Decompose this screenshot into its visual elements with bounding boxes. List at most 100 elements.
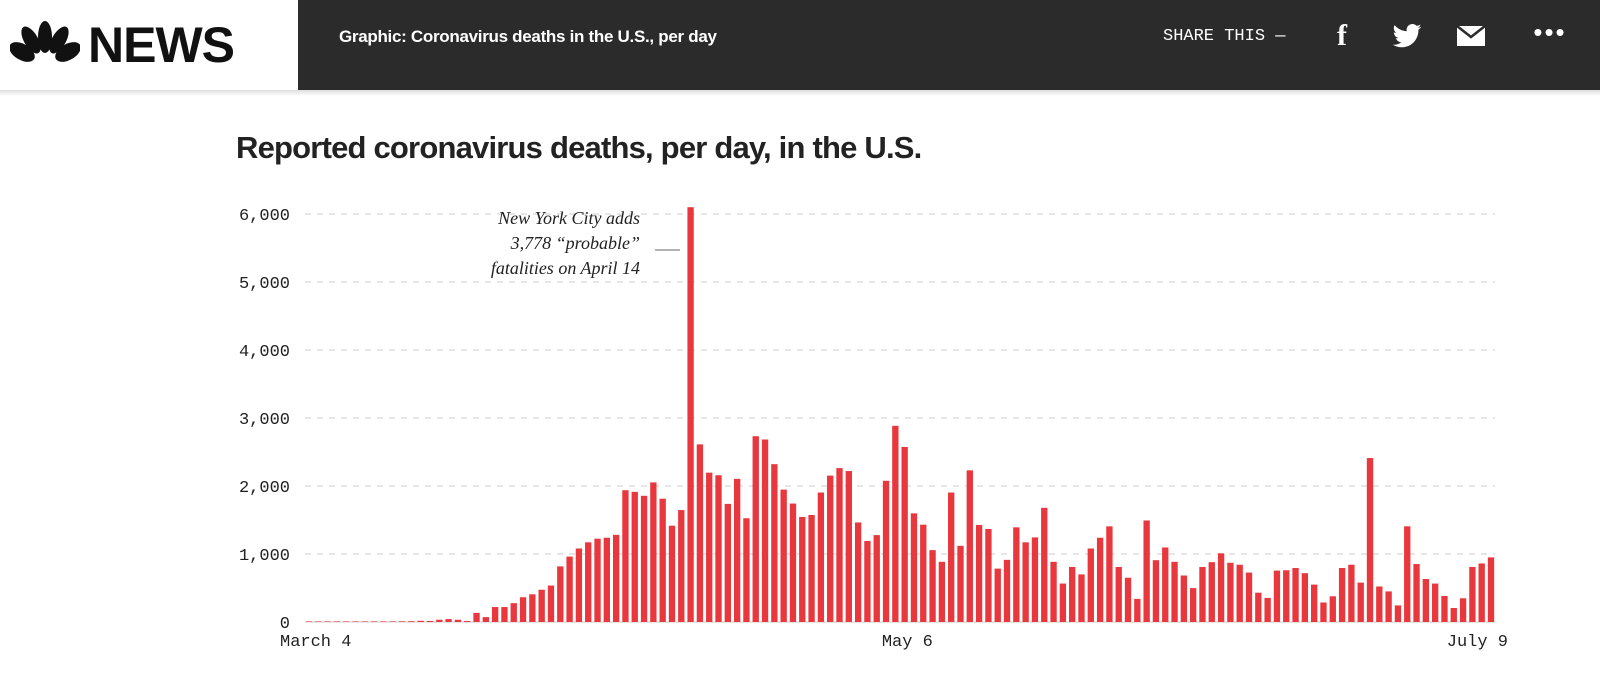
annotation-text: New York City adds <box>497 208 640 228</box>
bar <box>343 621 350 622</box>
y-tick-label: 2,000 <box>239 479 290 498</box>
bar <box>836 468 843 622</box>
bar <box>706 472 713 622</box>
bar <box>1422 579 1430 622</box>
chart-title: Reported coronavirus deaths, per day, in… <box>236 130 922 165</box>
bar <box>361 621 369 622</box>
bar <box>1441 595 1448 622</box>
bar <box>845 471 852 622</box>
y-tick-label: 1,000 <box>239 547 290 566</box>
bar <box>473 612 480 622</box>
bar <box>1292 568 1299 622</box>
bar <box>1311 584 1318 622</box>
bar <box>1134 598 1141 622</box>
bar <box>1199 566 1206 622</box>
bar <box>1124 577 1132 622</box>
bar <box>380 621 387 622</box>
bar <box>1394 605 1402 622</box>
bar <box>315 621 322 622</box>
bar <box>324 621 331 622</box>
bar <box>1376 586 1383 622</box>
x-tick-label: May 6 <box>882 633 933 652</box>
bar <box>780 489 787 622</box>
bar <box>1003 559 1011 622</box>
bar <box>352 621 359 622</box>
bar <box>426 620 434 622</box>
bar <box>454 619 462 622</box>
y-tick-label: 6,000 <box>239 207 290 226</box>
brand-name: NEWS <box>88 17 235 73</box>
bar <box>622 490 629 622</box>
bar <box>678 510 685 622</box>
y-tick-label: 0 <box>280 615 290 634</box>
bar <box>603 537 610 622</box>
bar <box>575 548 583 622</box>
bar <box>1366 458 1374 622</box>
x-tick-label: March 4 <box>280 633 351 652</box>
bar <box>594 538 601 622</box>
bar <box>305 621 313 622</box>
bar <box>687 207 694 622</box>
bar <box>864 541 871 622</box>
bar <box>1320 602 1327 622</box>
more-icon[interactable]: ••• <box>1533 16 1567 47</box>
bar <box>370 621 378 622</box>
bar <box>333 621 341 622</box>
bar <box>1431 583 1439 622</box>
bar <box>1208 562 1215 622</box>
bar <box>910 513 918 622</box>
bar <box>873 535 880 622</box>
bar <box>1227 562 1234 622</box>
bar <box>975 525 983 622</box>
bar <box>892 425 899 622</box>
y-tick-label: 4,000 <box>239 343 290 362</box>
bar <box>1283 570 1290 622</box>
bar <box>1069 566 1076 622</box>
bar <box>491 607 499 622</box>
bar <box>501 607 508 622</box>
bar <box>1106 526 1113 622</box>
y-tick-label: 3,000 <box>239 411 290 430</box>
mail-icon[interactable] <box>1456 16 1486 56</box>
bar <box>1404 526 1411 622</box>
bar <box>408 621 415 622</box>
bar <box>398 621 406 622</box>
bar <box>1050 561 1057 622</box>
bar <box>1180 575 1188 622</box>
twitter-icon[interactable] <box>1390 16 1424 56</box>
bar <box>827 475 834 622</box>
bar <box>482 617 489 622</box>
bar <box>436 619 443 622</box>
bar <box>519 597 527 622</box>
bar <box>1059 583 1067 622</box>
header-shadow <box>0 90 1600 96</box>
annotation-text: fatalities on April 14 <box>491 258 640 278</box>
bar <box>1217 553 1225 622</box>
bar <box>920 524 927 622</box>
bar <box>1087 548 1094 622</box>
bar <box>938 561 946 622</box>
y-tick-label: 5,000 <box>239 275 290 294</box>
nbc-news-logo[interactable]: NEWS <box>0 0 298 90</box>
bar <box>715 475 722 622</box>
bar <box>1338 568 1346 622</box>
bar <box>1162 547 1169 622</box>
bar <box>957 545 964 622</box>
bar <box>752 436 759 622</box>
bar <box>1031 537 1039 622</box>
facebook-icon[interactable]: f <box>1337 19 1347 52</box>
bar <box>1078 574 1085 622</box>
bar <box>417 620 424 622</box>
bar <box>1487 557 1495 622</box>
bar <box>1041 507 1048 622</box>
bar <box>1013 527 1020 622</box>
bar <box>1413 564 1420 622</box>
bar <box>1096 537 1104 622</box>
bar <box>1022 542 1029 622</box>
bar <box>743 518 750 622</box>
bar <box>1450 607 1457 622</box>
bar <box>1115 566 1122 622</box>
bar <box>1357 582 1364 622</box>
bar <box>1255 592 1262 622</box>
bar <box>1478 563 1485 622</box>
